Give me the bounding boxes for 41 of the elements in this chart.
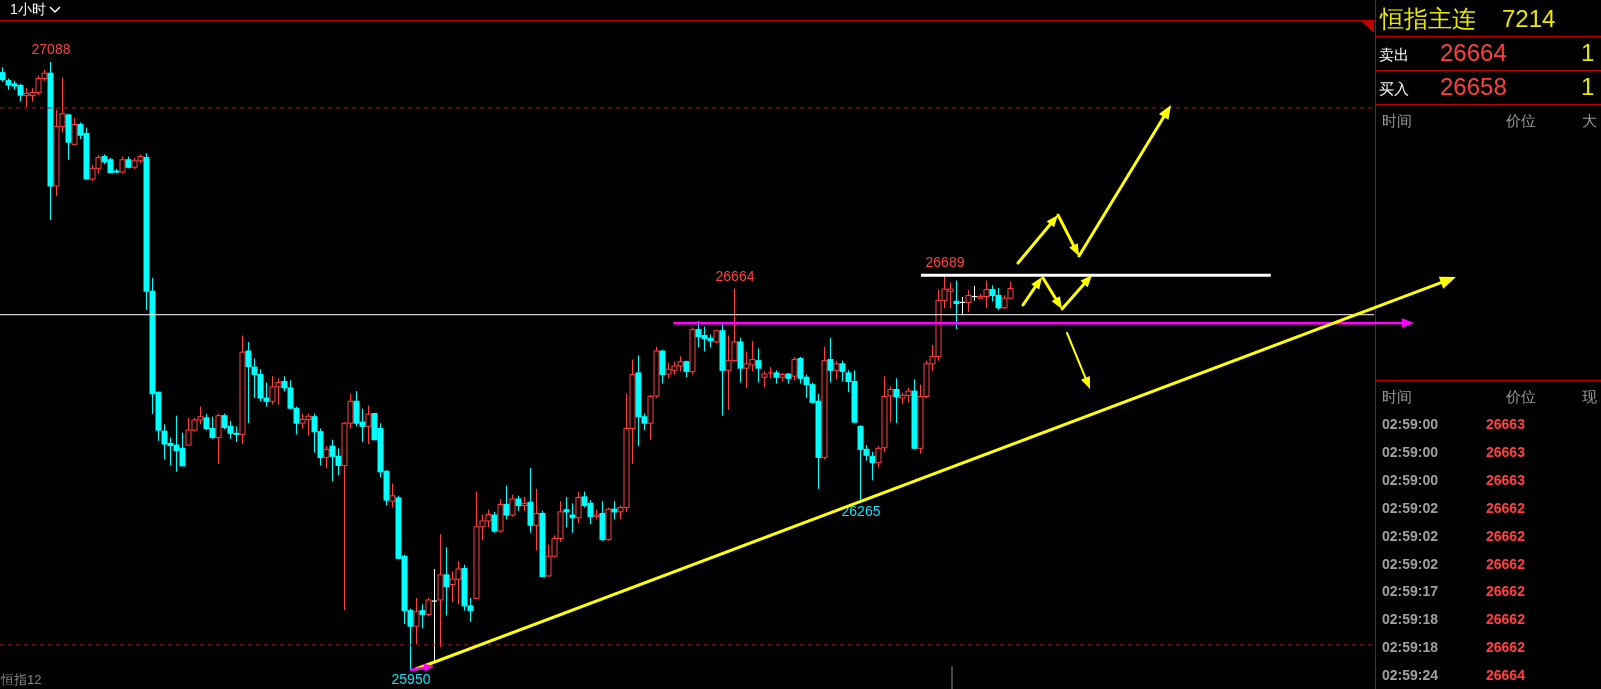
text: 02:59:02 xyxy=(1382,527,1439,544)
text: 26658 xyxy=(1440,72,1507,102)
text: 26662 xyxy=(1486,555,1525,572)
annotation: 26689 xyxy=(925,254,965,271)
text: 26662 xyxy=(1486,611,1525,628)
text: 1 xyxy=(1581,72,1595,102)
text: 买入 xyxy=(1379,80,1409,99)
text: 26663 xyxy=(1486,471,1525,488)
text: 02:59:18 xyxy=(1382,639,1439,656)
text: 26662 xyxy=(1486,499,1525,516)
text: 26662 xyxy=(1486,583,1525,600)
text: 时间 xyxy=(1382,388,1412,407)
text: 26663 xyxy=(1486,416,1525,432)
text: 02:59:00 xyxy=(1382,471,1439,488)
text: 26663 xyxy=(1486,443,1525,460)
text: 时间 xyxy=(1382,112,1412,131)
text: 26662 xyxy=(1486,527,1525,544)
text: 26664 xyxy=(1486,667,1525,684)
text: 02:59:17 xyxy=(1382,583,1439,600)
text: 现 xyxy=(1582,388,1597,407)
text: 1小时 xyxy=(10,0,46,19)
text: 02:59:18 xyxy=(1382,611,1439,628)
text: 价位 xyxy=(1506,112,1536,131)
text: 价位 xyxy=(1506,388,1536,407)
text: 26662 xyxy=(1486,639,1525,656)
annotation: 27088 xyxy=(31,41,71,57)
text: 02:59:00 xyxy=(1382,416,1439,432)
text: 大 xyxy=(1582,112,1597,131)
text: 恒指12 xyxy=(1,672,42,688)
text: 7214 xyxy=(1502,4,1556,34)
text: 02:59:02 xyxy=(1382,555,1439,572)
text: 02:59:02 xyxy=(1382,499,1439,516)
annotation: 25950 xyxy=(391,671,431,687)
text: 02:59:24 xyxy=(1382,667,1439,684)
text: 02:59:00 xyxy=(1382,443,1439,460)
text: 1 xyxy=(1581,38,1595,68)
annotation: 26265 xyxy=(841,502,881,519)
text: 26664 xyxy=(1440,38,1507,68)
text: 卖出 xyxy=(1379,46,1409,65)
annotation: 26664 xyxy=(715,267,755,284)
text: 恒指主连 xyxy=(1380,4,1476,34)
